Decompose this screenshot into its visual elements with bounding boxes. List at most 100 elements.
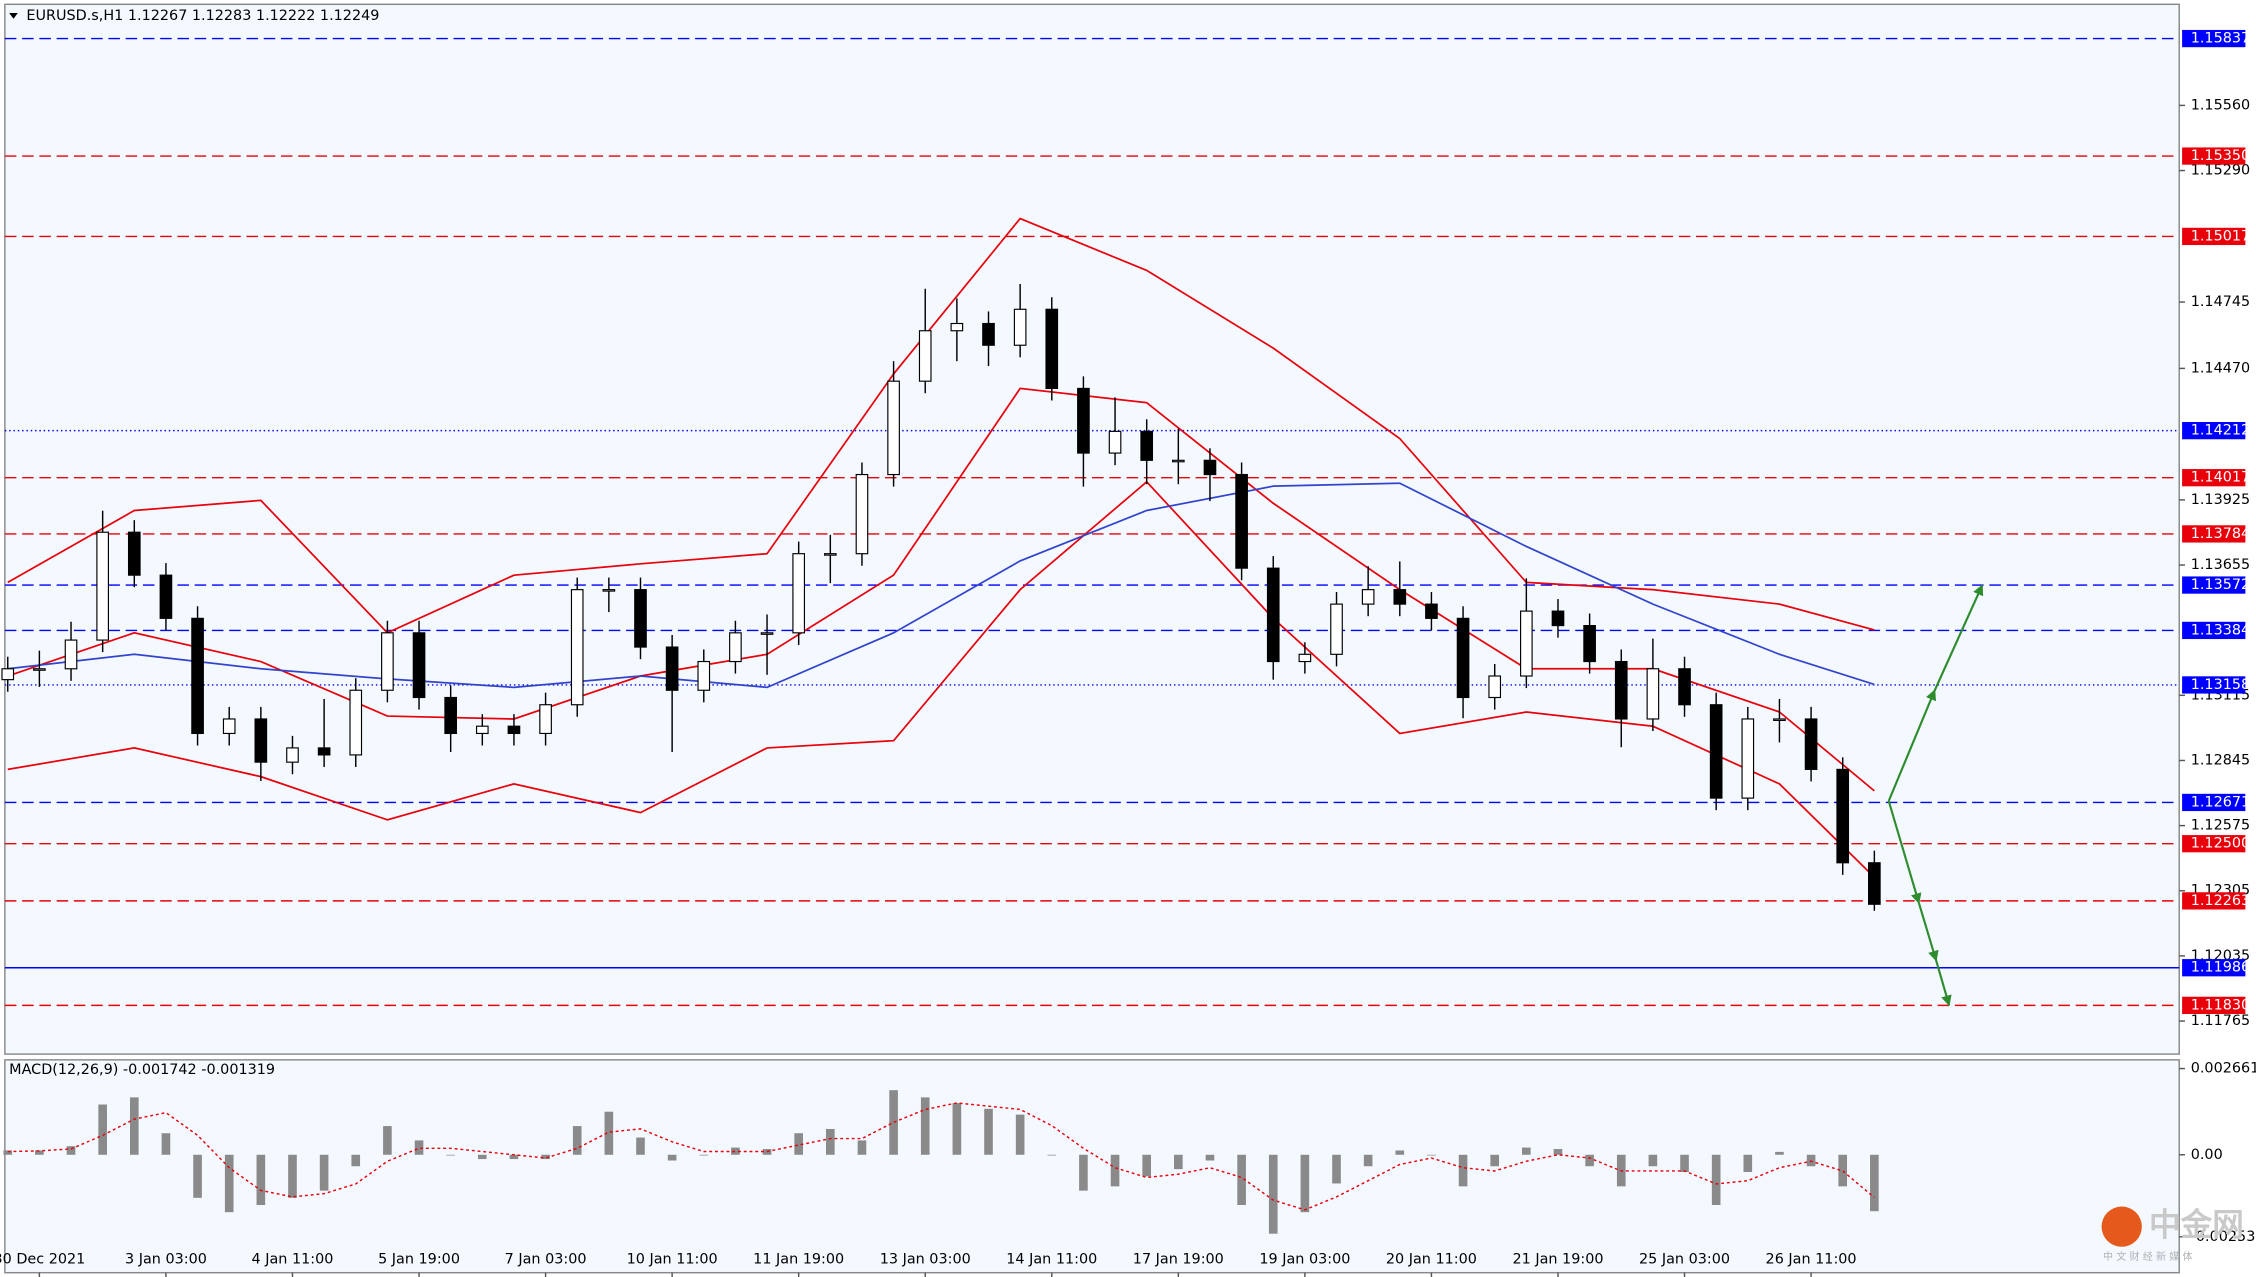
level-label: 1.12500 — [2191, 836, 2250, 852]
macd-bar — [35, 1150, 44, 1155]
candle-body — [96, 531, 109, 641]
candle-body — [444, 696, 457, 735]
candle-body — [1551, 610, 1565, 627]
macd-bar — [1585, 1154, 1594, 1167]
x-tick-label: 3 Jan 03:00 — [125, 1252, 207, 1268]
level-label: 1.15837 — [2191, 31, 2250, 47]
candle-body — [1077, 387, 1090, 454]
x-tick-label: 25 Jan 03:00 — [1639, 1252, 1730, 1268]
candle-body — [887, 380, 900, 476]
macd-bar — [1838, 1154, 1848, 1187]
arrow-up — [1933, 584, 1984, 691]
candle-body — [1614, 660, 1628, 720]
macd-signal — [7, 1102, 1875, 1211]
macd-bar — [509, 1154, 519, 1160]
x-tick-label: 13 Jan 03:00 — [880, 1252, 971, 1268]
level-label: 1.13158 — [2191, 677, 2250, 693]
macd-bar — [572, 1126, 582, 1155]
macd-bar — [1268, 1154, 1278, 1234]
macd-bar — [1300, 1154, 1310, 1213]
level-tag — [2182, 621, 2246, 640]
candle-body — [1741, 718, 1755, 799]
macd-bar — [161, 1133, 171, 1155]
arrow-down — [1935, 960, 1952, 1007]
level-tag — [2182, 147, 2246, 165]
level-label: 1.11830 — [2191, 997, 2250, 1013]
x-tick-label: 19 Jan 03:00 — [1259, 1252, 1350, 1268]
candle-body — [697, 660, 711, 691]
level-label: 1.12263 — [2191, 893, 2250, 909]
candle-body — [1, 668, 15, 681]
candle-body — [570, 589, 584, 706]
level-tag — [2182, 227, 2246, 246]
candle-body — [1836, 768, 1850, 864]
macd-bar — [1427, 1154, 1436, 1156]
macd-tick-label: -0.002533 — [2191, 1229, 2256, 1245]
candle-body — [159, 574, 173, 619]
level-label: 1.14017 — [2191, 470, 2250, 486]
candle-body — [191, 617, 204, 735]
macd-bar — [1743, 1154, 1753, 1173]
x-tick-label: 20 Jan 11:00 — [1386, 1252, 1477, 1268]
candle-body — [1140, 430, 1154, 461]
watermark-logo — [2101, 1206, 2142, 1247]
y-tick-label: 1.12845 — [2191, 752, 2250, 768]
macd-bar — [1870, 1154, 1879, 1212]
x-tick-label: 4 Jan 11:00 — [252, 1252, 334, 1268]
candle-body — [950, 322, 964, 332]
x-tick-label: 14 Jan 11:00 — [1006, 1252, 1097, 1268]
macd-bar — [414, 1140, 424, 1155]
x-tick-label: 17 Jan 19:00 — [1133, 1252, 1224, 1268]
x-tick-label: 7 Jan 03:00 — [505, 1252, 587, 1268]
candle-body — [317, 747, 331, 756]
macd-bar — [1110, 1154, 1120, 1187]
chart-header: EURUSD.s,H1 1.12267 1.12283 1.12222 1.12… — [26, 8, 379, 24]
candle-body — [918, 330, 932, 382]
indicator-line — [7, 217, 1875, 634]
candle-body — [1330, 603, 1343, 655]
macd-bar — [1047, 1154, 1057, 1156]
candle-body — [982, 322, 995, 346]
macd-bar — [256, 1154, 266, 1206]
candle-body — [222, 718, 236, 735]
candle-body — [634, 589, 647, 648]
y-tick-label: 1.15560 — [2191, 97, 2250, 113]
macd-bar — [794, 1133, 803, 1155]
x-tick-label: 11 Jan 19:00 — [753, 1252, 844, 1268]
macd-bar — [1332, 1154, 1341, 1184]
macd-bar — [636, 1137, 645, 1155]
level-tag — [2182, 469, 2246, 487]
candle-body — [1203, 459, 1217, 476]
candle-body — [127, 531, 141, 576]
level-label: 1.12671 — [2191, 794, 2250, 810]
macd-bar — [446, 1154, 455, 1156]
candle-body — [1045, 308, 1059, 389]
macd-bar — [319, 1154, 329, 1191]
level-tag — [2182, 835, 2246, 853]
level-label: 1.13572 — [2191, 577, 2250, 593]
level-label: 1.14212 — [2191, 423, 2250, 439]
candle-body — [64, 639, 78, 670]
macd-bar — [1079, 1154, 1088, 1191]
menu-triangle[interactable] — [9, 12, 18, 19]
macd-bar — [1775, 1151, 1784, 1155]
y-tick-label: 1.14470 — [2191, 360, 2250, 376]
level-tag — [2182, 793, 2246, 812]
x-tick-label: 10 Jan 11:00 — [627, 1252, 718, 1268]
candle-body — [1361, 589, 1375, 605]
macd-bar — [383, 1126, 392, 1155]
candle-body — [1804, 718, 1818, 770]
macd-bar — [193, 1154, 202, 1198]
arrow-down — [1887, 800, 1922, 905]
x-tick-label: 30 Dec 2021 — [0, 1252, 85, 1268]
macd-bar — [984, 1108, 993, 1155]
y-tick-label: 1.12575 — [2191, 818, 2250, 834]
candle-body — [412, 632, 426, 699]
candle-body — [254, 718, 268, 763]
candles — [1, 283, 1881, 911]
candle-body — [507, 725, 521, 735]
macd-bar — [3, 1150, 13, 1155]
y-tick-label: 1.15290 — [2191, 163, 2250, 179]
macd-bar — [1680, 1154, 1689, 1173]
